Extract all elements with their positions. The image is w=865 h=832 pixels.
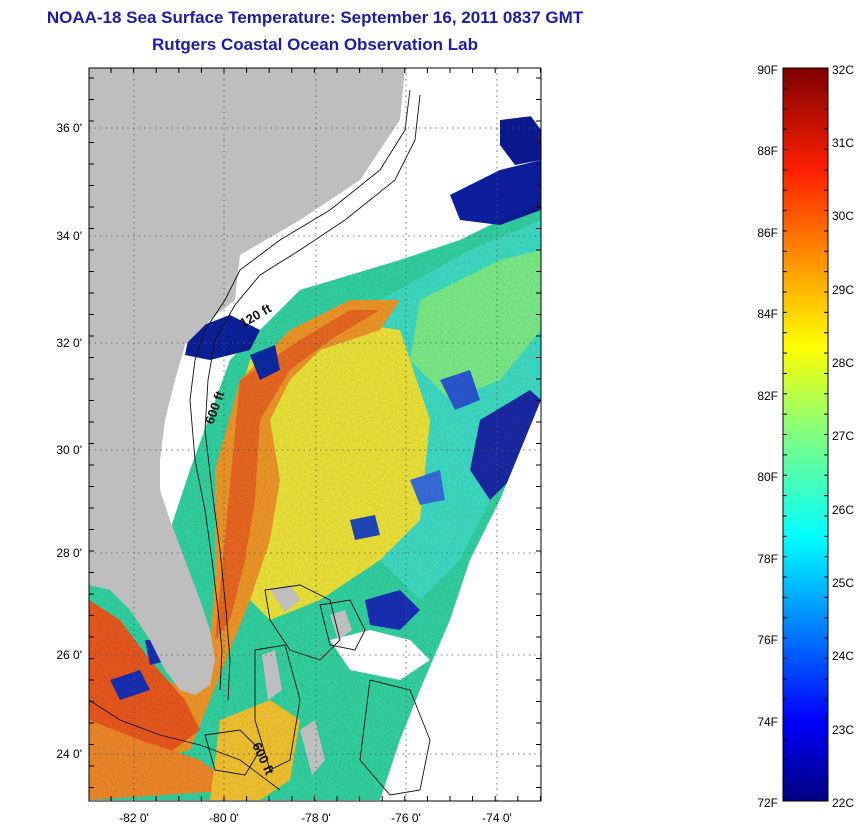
map-title: NOAA-18 Sea Surface Temperature: Septemb… [46, 8, 584, 27]
cb-label-29c: 29C [832, 283, 854, 297]
map-frame [88, 67, 542, 802]
frame-ticks [89, 68, 541, 801]
cb-label-86f: 86F [757, 226, 778, 240]
colorbar-celsius-labels: 32C 31C 30C 29C 28C 27C 26C 25C 24C 23C … [832, 63, 854, 810]
cb-label-88f: 88F [757, 144, 778, 158]
colorbar-fahrenheit-labels: 90F 88F 86F 84F 82F 80F 78F 76F 74F 72F [757, 63, 778, 810]
lat-label-24: 24 0' [56, 747, 82, 761]
lat-label-30: 30 0' [56, 443, 82, 457]
lon-label-76: -76 0' [391, 811, 421, 825]
cb-label-90f: 90F [757, 63, 778, 77]
graticule [89, 68, 541, 801]
cb-label-80f: 80F [757, 470, 778, 484]
lon-label-82: -82 0' [119, 811, 149, 825]
lat-label-32: 32 0' [56, 336, 82, 350]
land-mass [89, 68, 405, 775]
cb-label-30c: 30C [832, 209, 854, 223]
cb-label-28c: 28C [832, 356, 854, 370]
cb-label-22c: 22C [832, 796, 854, 810]
map-plot-area: 120 ft 600 ft 600 ft [89, 68, 541, 801]
colorbar-gradient [782, 67, 829, 802]
cb-label-26c: 26C [832, 503, 854, 517]
temperature-colorbar: 90F 88F 86F 84F 82F 80F 78F 76F 74F 72F … [757, 63, 854, 810]
cb-label-24c: 24C [832, 649, 854, 663]
cb-label-78f: 78F [757, 552, 778, 566]
cb-label-84f: 84F [757, 307, 778, 321]
lat-label-34: 34 0' [56, 229, 82, 243]
cb-label-25c: 25C [832, 576, 854, 590]
lon-label-78: -78 0' [301, 811, 331, 825]
lat-label-28: 28 0' [56, 546, 82, 560]
lat-label-36: 36 0' [56, 121, 82, 135]
cb-label-76f: 76F [757, 633, 778, 647]
longitude-axis: -82 0' -80 0' -78 0' -76 0' -74 0' [119, 811, 512, 825]
cb-label-72f: 72F [757, 796, 778, 810]
lon-label-80: -80 0' [209, 811, 239, 825]
bathymetry-contours [89, 89, 431, 796]
colorbar-ticks [783, 87, 828, 782]
lon-label-74: -74 0' [482, 811, 512, 825]
lat-label-26: 26 0' [56, 648, 82, 662]
cb-label-32c: 32C [832, 63, 854, 77]
latitude-axis: 36 0' 34 0' 32 0' 30 0' 28 0' 26 0' 24 0… [56, 121, 82, 761]
cb-label-82f: 82F [757, 389, 778, 403]
cb-label-74f: 74F [757, 715, 778, 729]
cb-label-31c: 31C [832, 136, 854, 150]
map-subtitle: Rutgers Coastal Ocean Observation Lab [152, 35, 478, 54]
cb-label-23c: 23C [832, 723, 854, 737]
cb-label-27c: 27C [832, 429, 854, 443]
